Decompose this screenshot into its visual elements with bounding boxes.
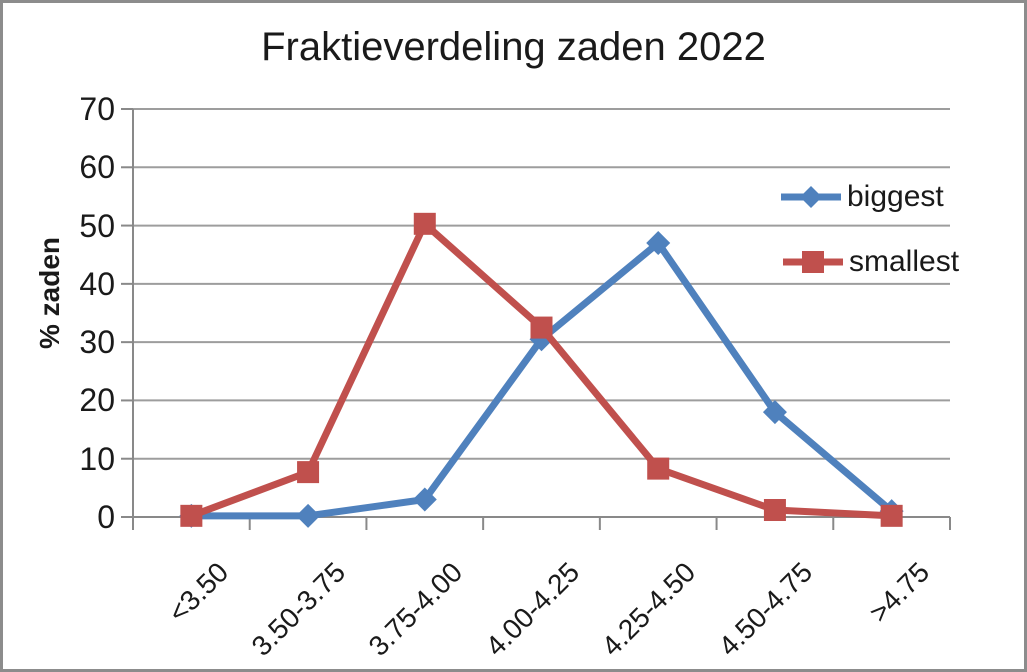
plot-area [121,108,951,530]
legend-entry-smallest: smallest [780,245,959,279]
y-tick-label: 70 [79,91,115,127]
data-point-smallest [413,212,436,235]
y-tick-label: 30 [79,324,115,361]
data-point-smallest [530,316,553,339]
data-point-smallest [763,499,786,522]
legend-entry-biggest: biggest [778,180,944,214]
legend-marker-biggest-icon [781,186,841,208]
legend-label-smallest: smallest [849,245,960,278]
data-point-smallest [880,504,903,527]
legend-label-biggest: biggest [847,180,944,213]
y-tick-label: 10 [79,440,115,477]
data-point-biggest [296,503,321,528]
data-point-smallest [297,461,320,484]
legend-marker-smallest-icon [783,251,843,273]
series-smallest [180,212,903,527]
y-tick-label: 50 [79,207,115,244]
y-tick-label: 40 [79,265,115,302]
data-point-smallest [180,504,203,527]
y-tick-label: 20 [79,382,115,419]
data-point-biggest [646,231,671,256]
data-point-smallest [647,457,670,480]
y-tick-label: 60 [79,149,115,186]
y-tick-label: 0 [97,499,115,535]
data-point-biggest [762,400,787,425]
gridlines [133,108,950,460]
chart-title: Fraktieverdeling zaden 2022 [261,25,766,69]
data-point-biggest [412,487,437,512]
